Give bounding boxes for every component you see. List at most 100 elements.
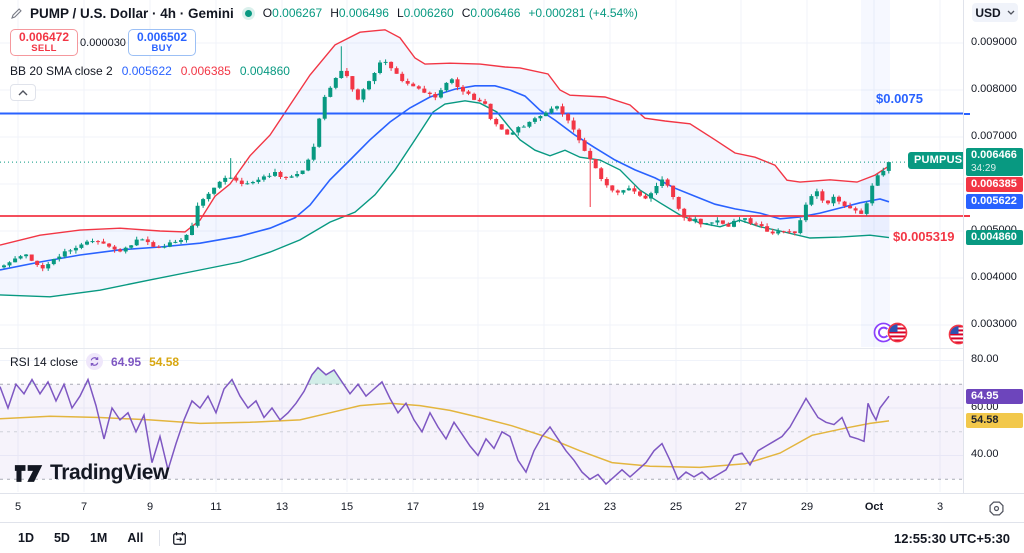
candles-layer [2,46,891,272]
price-axis-tick: 0.004000 [971,271,1017,283]
open-label: O [262,6,273,20]
chart-legend: PUMP / U.S. Dollar · 4h · Gemini O0.0062… [10,4,638,101]
trade-buttons-row: 0.006472 SELL 0.000030 0.006502 BUY [10,29,638,56]
support-level-label[interactable]: $0.005319 [893,229,955,244]
pair-logo-group [873,322,908,343]
bb-basis-value: 0.005622 [121,64,172,78]
price-axis-badge: 0.005622 [966,194,1023,210]
change-value: +0.000281 (+4.54%) [528,6,638,20]
bb-lower-line [0,100,890,298]
bottom-toolbar: 1D 5D 1M All 12:55:30 UTC+5:30 [0,522,1024,553]
price-axis-badge: 0.004860 [966,230,1023,246]
price-axis-tick: 0.008000 [971,83,1017,95]
close-label: C [461,6,471,20]
time-axis-tick: Oct [864,501,884,513]
marker-pencil-icon[interactable] [10,7,23,20]
range-button-all[interactable]: All [127,531,144,545]
price-axis-tick: 0.003000 [971,318,1017,330]
time-axis-tick: 3 [936,501,944,513]
time-axis-tick: 27 [734,501,748,513]
open-value: 0.006267 [272,6,323,20]
time-axis-tick: 11 [210,501,222,513]
timezone-settings-gear-icon[interactable] [988,500,1005,517]
price-axis-badge: 64.95 [966,388,1023,404]
chart-canvas[interactable] [0,0,963,493]
time-axis-tick: 7 [80,501,88,513]
range-buttons: 1D 5D 1M All [6,527,151,549]
time-axis-tick: 13 [275,501,289,513]
time-axis-tick: 19 [471,501,485,513]
calendar-icon [172,531,186,545]
symbol-price-flag[interactable]: PUMPUSD [908,152,977,169]
clock-timezone[interactable]: 12:55:30 UTC+5:30 [894,530,1010,546]
rsi-ma-value: 54.58 [149,354,180,369]
buy-price: 0.006502 [136,30,188,45]
tradingview-mark-icon [14,464,43,482]
price-axis-tick: 60.00 [971,401,999,413]
rsi-value: 64.95 [111,354,142,369]
bb-indicator-legend[interactable]: BB 20 SMA close 2 0.005622 0.006385 0.00… [10,64,638,78]
price-axis-badge: 54.58 [966,413,1023,429]
rsi-indicator-name[interactable]: RSI 14 close [10,354,79,369]
price-axis-tick: 40.00 [971,448,999,460]
sell-label: SELL [31,42,57,54]
time-axis-tick: 9 [146,501,154,513]
high-value: 0.006496 [338,6,389,20]
time-axis-tick: 15 [340,501,354,513]
time-axis-tick: 21 [537,501,551,513]
bb-fill [0,29,889,297]
price-axis[interactable]: USD 0.0090000.0080000.0070000.0060000.00… [963,0,1024,493]
rsi-line [0,366,890,486]
sell-price: 0.006472 [18,30,70,45]
spread-value: 0.000030 [80,36,126,49]
high-label: H [330,6,339,20]
range-button-5d[interactable]: 5D [53,531,70,545]
chart-region[interactable]: PUMP / U.S. Dollar · 4h · Gemini O0.0062… [0,0,977,493]
rsi-refresh-icon[interactable] [86,353,104,370]
time-axis-tick: 5 [14,501,22,513]
time-axis[interactable]: 5 7 9 11 13 15 17 19 21 23 25 27 29 Oct 3 [0,493,1024,522]
market-open-dot-icon[interactable] [244,9,252,17]
ohlc-values: O0.006267 H0.006496 L0.006260 C0.006466 … [263,6,638,20]
level-axis-mark [964,112,970,115]
buy-label: BUY [151,42,173,54]
time-axis-tick: 23 [603,501,617,513]
tradingview-wordmark: TradingView [50,461,169,484]
rsi-band [0,384,963,480]
usd-flag-icon [887,322,908,343]
time-axis-tick: 17 [406,501,420,513]
collapse-legend-button[interactable] [10,84,36,101]
price-axis-badge: 0.006385 [966,177,1023,193]
range-button-1d[interactable]: 1D [18,531,34,545]
resistance-level-label[interactable]: $0.0075 [876,91,923,106]
time-axis-tick: 25 [669,501,683,513]
price-axis-badge: 0.006466 34:29 [966,148,1023,177]
low-label: L [396,6,404,20]
tradingview-logo[interactable]: TradingView [14,461,169,485]
range-button-1m[interactable]: 1M [89,531,108,545]
currency-selector[interactable]: USD [972,3,1018,22]
time-axis-tick: 29 [800,501,814,513]
bb-upper-value: 0.006385 [180,64,231,78]
toolbar-divider [159,530,161,546]
rsi-ma-line [0,402,890,469]
bb-upper-line [0,29,890,246]
chevron-up-icon [18,89,28,95]
rsi-indicator-legend[interactable]: RSI 14 close 64.95 54.58 [10,353,179,370]
price-axis-tick: 0.007000 [971,130,1017,142]
level-axis-mark [964,215,970,217]
sell-button[interactable]: 0.006472 SELL [10,29,78,56]
go-to-date-button[interactable] [168,527,190,549]
bb-indicator-name[interactable]: BB 20 SMA close 2 [10,64,113,78]
symbol-title[interactable]: PUMP / U.S. Dollar · 4h · Gemini [30,5,234,21]
symbol-header-row: PUMP / U.S. Dollar · 4h · Gemini O0.0062… [10,4,638,22]
chevron-down-icon [1007,10,1015,15]
low-value: 0.006260 [403,6,454,20]
gridlines [0,0,963,492]
buy-button[interactable]: 0.006502 BUY [128,29,196,56]
pump-coin-icon [873,322,894,343]
price-axis-tick: 0.009000 [971,36,1017,48]
pane-separator[interactable] [0,348,1024,349]
currency-label: USD [975,5,1001,20]
